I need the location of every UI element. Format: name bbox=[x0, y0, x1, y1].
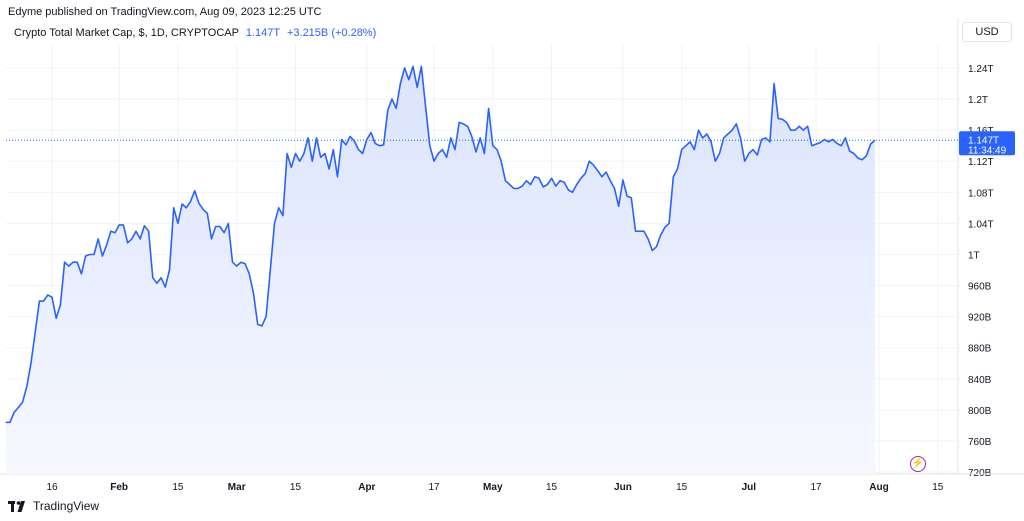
x-tick-label: Feb bbox=[110, 482, 128, 493]
last-price-value: 1.147T bbox=[968, 135, 999, 146]
x-tick-label: Mar bbox=[228, 482, 246, 493]
y-tick-label: 1.12T bbox=[968, 157, 994, 168]
brand-name: TradingView bbox=[33, 499, 100, 513]
x-tick-label: 15 bbox=[290, 482, 302, 493]
lightning-icon[interactable]: ⚡ bbox=[910, 456, 926, 472]
x-tick-label: 16 bbox=[46, 482, 58, 493]
y-tick-label: 1.24T bbox=[968, 64, 994, 75]
series-area bbox=[5, 66, 875, 475]
y-tick-label: 800B bbox=[968, 406, 992, 417]
y-tick-label: 880B bbox=[968, 344, 992, 355]
chart-legend: Crypto Total Market Cap, $, 1D, CRYPTOCA… bbox=[14, 27, 376, 39]
x-tick-label: 15 bbox=[172, 482, 184, 493]
legend-value: 1.147T bbox=[245, 27, 280, 39]
footer: TradingView bbox=[8, 499, 99, 513]
x-tick-label: 15 bbox=[546, 482, 558, 493]
y-tick-label: 920B bbox=[968, 313, 992, 324]
x-tick-label: 17 bbox=[810, 482, 822, 493]
legend-change: +3.215B (+0.28%) bbox=[286, 27, 377, 39]
last-price-tag bbox=[959, 131, 1015, 156]
currency-button[interactable]: USD bbox=[962, 22, 1012, 42]
series-line bbox=[5, 65, 876, 424]
legend-symbol: Crypto Total Market Cap, $, 1D, CRYPTOCA… bbox=[14, 27, 239, 39]
x-tick-label: Aug bbox=[869, 482, 888, 493]
x-tick-label: Jul bbox=[742, 482, 757, 493]
last-price-countdown: 11:34:49 bbox=[968, 145, 1007, 156]
x-tick-label: 15 bbox=[932, 482, 944, 493]
tradingview-logo-icon bbox=[8, 500, 25, 512]
x-tick-label: 17 bbox=[428, 482, 440, 493]
y-tick-label: 1.08T bbox=[968, 188, 994, 199]
y-tick-label: 960B bbox=[968, 282, 992, 293]
y-tick-label: 1.2T bbox=[968, 95, 988, 106]
x-tick-label: May bbox=[483, 482, 503, 493]
y-tick-label: 760B bbox=[968, 437, 992, 448]
y-tick-label: 840B bbox=[968, 375, 992, 386]
x-tick-label: 15 bbox=[676, 482, 688, 493]
y-tick-label: 1T bbox=[968, 250, 980, 261]
x-tick-label: Jun bbox=[614, 482, 632, 493]
publish-caption: Edyme published on TradingView.com, Aug … bbox=[8, 6, 322, 18]
x-tick-label: Apr bbox=[358, 482, 375, 493]
y-tick-label: 1.04T bbox=[968, 219, 994, 230]
